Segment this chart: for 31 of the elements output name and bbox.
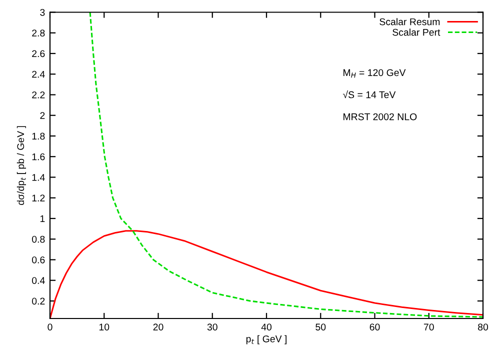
x-tick-label: 60 bbox=[370, 324, 380, 330]
x-tick-label: 80 bbox=[478, 324, 488, 330]
y-tick-label: 1.6 bbox=[32, 153, 45, 160]
y-tick-label: 0.4 bbox=[32, 277, 45, 284]
y-tick-label: 1 bbox=[40, 215, 45, 222]
y-axis-title: dσ/dp$_{t}$ [ pb / GeV ] bbox=[16, 126, 26, 205]
y-tick-label: 2.2 bbox=[32, 91, 45, 98]
annotation: MRST 2002 NLO bbox=[344, 113, 417, 120]
y-tick-label: 0.2 bbox=[32, 298, 45, 305]
annotation: M$_{H}$ = 120 GeV bbox=[344, 69, 406, 78]
legend-label: Scalar Pert bbox=[392, 28, 440, 36]
y-tick-label: 3 bbox=[40, 8, 45, 16]
x-tick-label: 30 bbox=[207, 324, 218, 330]
y-tick-label: 1.4 bbox=[32, 174, 45, 181]
y-tick-label: 2.6 bbox=[32, 50, 45, 58]
legend-label: Scalar Resum bbox=[380, 18, 440, 26]
y-tick-label: 1.2 bbox=[32, 194, 45, 202]
x-axis-title: p$_{t}$ [ GeV ] bbox=[246, 335, 286, 344]
x-tick-label: 50 bbox=[316, 324, 326, 330]
x-tick-label: 70 bbox=[424, 324, 434, 330]
x-tick-label: 10 bbox=[99, 324, 110, 330]
x-tick-label: 20 bbox=[153, 324, 164, 330]
y-tick-label: 0.8 bbox=[32, 236, 45, 243]
x-tick-label: 40 bbox=[261, 324, 272, 330]
y-tick-label: 0.6 bbox=[32, 256, 45, 264]
y-tick-label: 2 bbox=[40, 112, 45, 119]
y-tick-label: 2.4 bbox=[32, 70, 45, 78]
annotation: √S = 14 TeV bbox=[342, 90, 396, 98]
y-tick-label: 1.8 bbox=[32, 132, 45, 140]
y-tick-label: 2.8 bbox=[32, 30, 45, 36]
x-tick-label: 0 bbox=[48, 324, 52, 330]
